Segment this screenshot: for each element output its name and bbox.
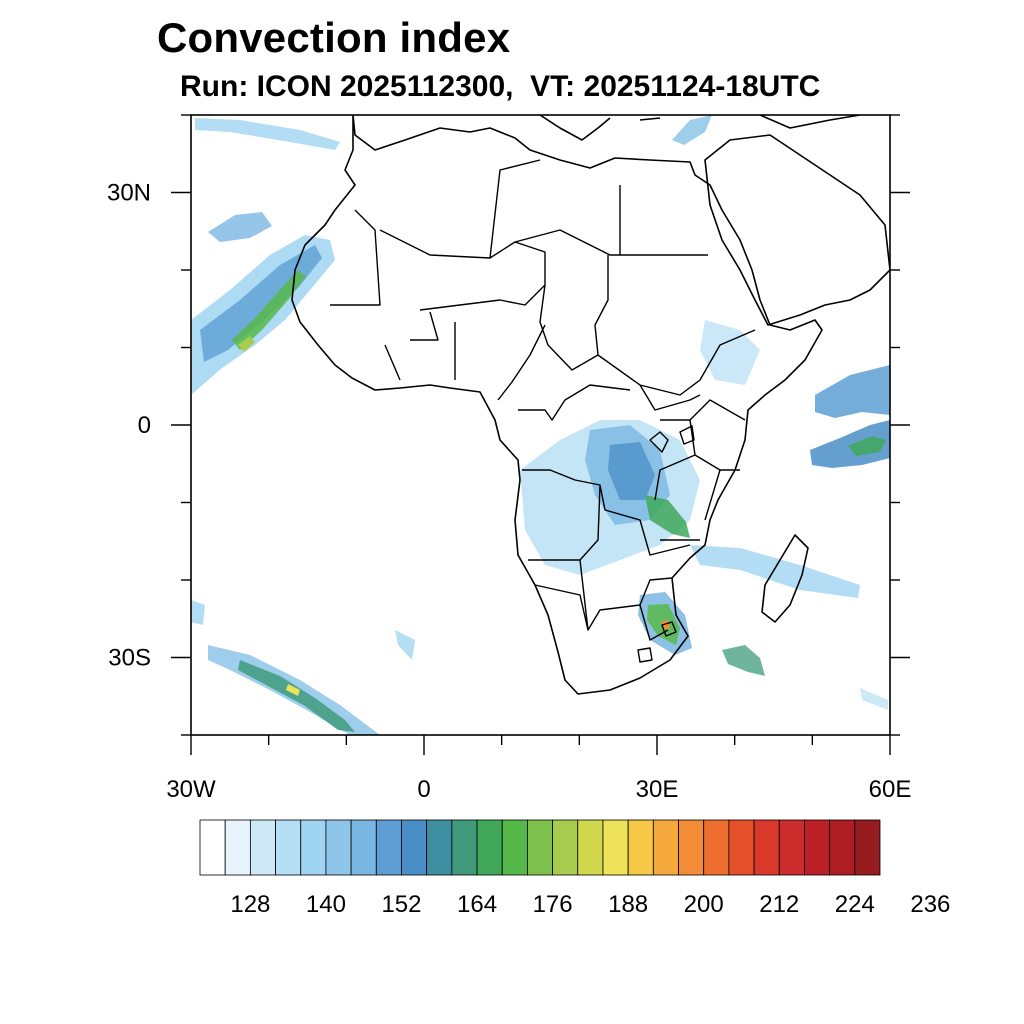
coastlines [291,115,890,695]
colorbar-swatch [627,819,654,876]
colorbar-swatch [527,819,553,876]
field-indian-ocean-core [848,436,886,456]
field-congo-core [608,442,655,500]
field-sw-edge [191,600,205,625]
colorbar-swatch [325,819,352,876]
colorbar-swatch [854,819,881,876]
colorbar-swatch [275,819,302,876]
europe-south-coast [539,115,861,141]
colorbar-swatch [350,819,377,876]
field-levant [672,115,712,145]
colorbar-swatch [199,819,226,876]
colorbar-swatch [426,819,453,876]
colorbar-tick-label: 188 [608,891,648,918]
colorbar-labels: 128 140 152 164 176 188 200 212 224 236 [230,891,950,918]
colorbar-swatch [778,819,805,876]
colorbar-swatch [753,819,780,876]
field-indian-ocean-band [810,420,890,468]
border-lakes [637,425,695,663]
colorbar-swatch [249,819,276,876]
border-lines [330,159,756,641]
axis-tick-labels: 30N 0 30S 30W 0 30E 60E [107,180,911,804]
colorbar-swatch [552,819,579,876]
colorbar-swatch [501,819,528,876]
map-title: Convection index [157,14,511,61]
lon-label: 0 [417,776,430,803]
colorbar-tick-label: 200 [684,891,724,918]
field-far-se [860,688,888,710]
colorbar-tick-label: 164 [457,891,497,918]
field-south-atlantic-speck [395,630,415,660]
colorbar-swatch [401,819,428,876]
colorbar-swatch [703,819,730,876]
country-borders [330,159,756,663]
axis-ticks [171,114,910,755]
field-se-coast [722,645,765,676]
field-atlantic-nw [208,212,272,242]
colorbar-swatch [476,819,503,876]
lat-label: 0 [138,412,151,439]
field-mozambique-channel [690,545,860,598]
colorbar-swatch [224,819,251,876]
colorbar-tick-label: 176 [533,891,573,918]
colorbar-tick-label: 236 [910,891,950,918]
colorbar-swatch [804,819,831,876]
colorbar [199,819,881,876]
arabia-coastline [704,134,890,326]
colorbar-tick-label: 152 [381,891,421,918]
map-frame [190,114,891,736]
africa-coastline [291,115,823,695]
colorbar-tick-label: 224 [835,891,875,918]
colorbar-tick-label: 212 [759,891,799,918]
lat-label: 30N [107,180,151,207]
colorbar-swatch [829,819,856,876]
field-south-atlantic-peak [286,684,300,696]
colorbar-swatch [375,819,402,876]
field-indian-ocean-east [815,365,890,418]
colorbar-swatch [300,819,327,876]
colorbar-swatch [652,819,679,876]
field-tanganyika [645,495,690,538]
field-south-atlantic-core [238,660,355,732]
lon-label: 30W [166,776,216,803]
lon-label: 30E [636,776,679,803]
field-westafrica-peak [238,336,255,352]
madagascar-coastline [761,534,809,623]
colorbar-swatch [728,819,755,876]
field-med-west [195,118,340,150]
field-westafrica-core [232,270,306,350]
colorbar-tick-label: 128 [230,891,270,918]
colorbar-swatch [451,819,478,876]
colorbar-swatch [602,819,629,876]
lat-label: 30S [108,645,151,672]
map-subtitle: Run: ICON 2025112300, VT: 20251124-18UTC [180,70,821,103]
lon-label: 60E [869,776,912,803]
colorbar-tick-label: 140 [306,891,346,918]
colorbar-swatch [577,819,604,876]
field-east-africa [700,320,760,385]
colorbar-swatch [678,819,705,876]
convection-field [191,115,890,735]
field-westafrica-mid [200,245,322,362]
